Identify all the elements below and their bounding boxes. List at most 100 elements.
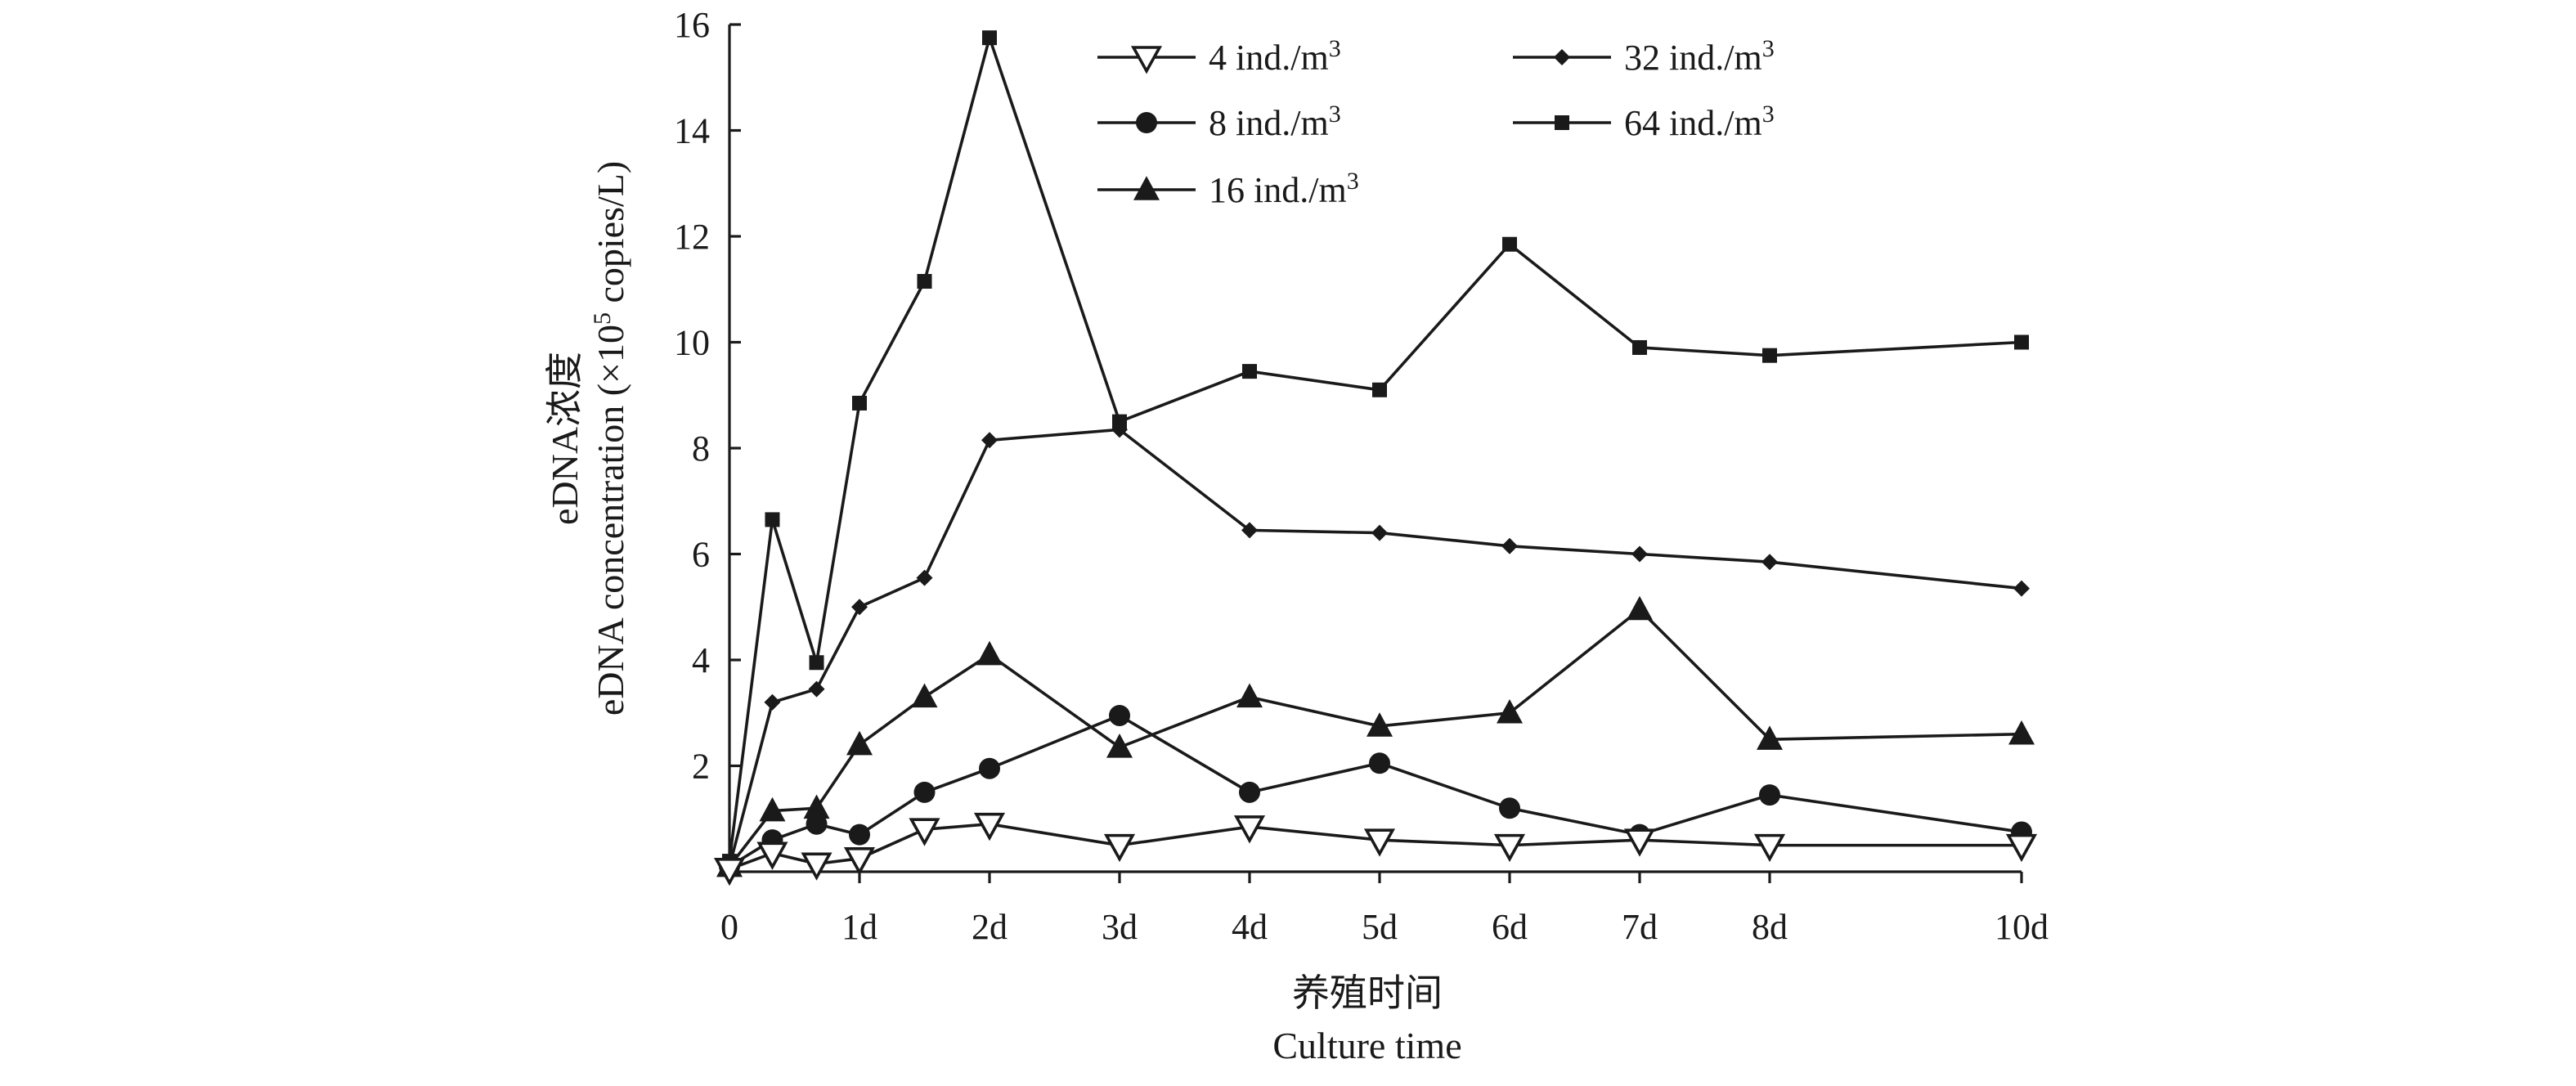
x-tick-label: 2d <box>972 907 1008 947</box>
legend-marker <box>1136 112 1157 133</box>
data-point <box>759 797 786 822</box>
legend: 4 ind./m3 8 ind./m3 16 ind./m3 32 ind./m3 64… <box>1097 35 1775 210</box>
series-4 <box>722 30 2029 869</box>
data-point <box>1493 833 1526 863</box>
data-point <box>1759 784 1780 806</box>
data-point <box>764 693 781 711</box>
data-point <box>2005 833 2038 863</box>
legend-marker <box>1133 176 1160 200</box>
legend-marker <box>1130 46 1163 74</box>
data-point <box>846 730 873 756</box>
data-point <box>981 432 998 449</box>
data-point <box>1242 364 1257 379</box>
data-point <box>809 655 824 671</box>
data-point <box>1236 683 1263 708</box>
data-point <box>851 599 868 616</box>
y-tick-label: 16 <box>674 5 710 45</box>
x-axis-title-en: Culture time <box>1272 1025 1461 1066</box>
legend-item: 8 ind./m3 <box>1097 101 1341 143</box>
series-3 <box>721 421 2030 875</box>
y-tick-label: 6 <box>692 535 710 575</box>
y-axis-title-en-sup: 5 <box>589 312 616 325</box>
data-point <box>1103 833 1136 863</box>
data-point <box>909 818 940 846</box>
data-point <box>913 781 936 803</box>
data-point <box>976 640 1003 666</box>
x-tick-label: 1d <box>841 907 877 947</box>
data-point <box>1627 595 1653 621</box>
x-tick-label: 8d <box>1752 907 1788 947</box>
data-point <box>1106 734 1133 758</box>
data-point <box>1371 524 1388 541</box>
data-point <box>1111 421 1128 438</box>
series-0 <box>713 812 2038 886</box>
y-tick-label: 4 <box>692 640 710 680</box>
data-point <box>843 847 876 876</box>
y-tick-label: 8 <box>692 429 710 469</box>
y-tick-label: 14 <box>674 111 710 151</box>
data-point <box>1241 522 1258 539</box>
data-point <box>1501 537 1518 554</box>
axes: 2 4 6 8 10 12 14 16 0 1d 2d 3d 4d 5d 6d 7d 8d 10d <box>674 5 2049 947</box>
legend-label: 4 ind./m3 <box>1209 35 1341 78</box>
y-axis-title-en-suffix: copies/L) <box>590 161 631 312</box>
data-point <box>1369 752 1390 774</box>
legend-item: 64 ind./m3 <box>1513 101 1775 143</box>
legend-item: 16 ind./m3 <box>1097 168 1359 210</box>
data-point <box>1363 828 1396 857</box>
x-tick-label: 10d <box>1995 907 2049 947</box>
data-point <box>1109 704 1130 726</box>
data-point <box>1753 833 1786 863</box>
data-point <box>1239 781 1260 803</box>
data-point <box>1502 236 1517 252</box>
data-point <box>849 823 870 846</box>
data-point <box>756 841 788 870</box>
data-point <box>1631 545 1648 563</box>
x-tick-label: 4d <box>1232 907 1268 947</box>
x-tick-label: 0 <box>720 907 738 947</box>
series-layer <box>713 30 2038 886</box>
data-point <box>801 852 832 881</box>
data-point <box>982 30 997 46</box>
x-tick-label: 5d <box>1362 907 1398 947</box>
data-point <box>1367 712 1393 737</box>
legend-item: 4 ind./m3 <box>1097 35 1341 78</box>
legend-marker <box>1554 49 1570 65</box>
data-point <box>765 512 780 527</box>
legend-label: 8 ind./m3 <box>1209 101 1341 143</box>
data-point <box>916 569 933 586</box>
data-point <box>973 812 1006 841</box>
legend-label: 16 ind./m3 <box>1209 168 1359 210</box>
data-point <box>808 680 825 698</box>
legend-marker <box>1555 115 1569 130</box>
y-axis-title-en: eDNA concentration (×105 copies/L) <box>589 161 631 716</box>
data-point <box>1372 382 1387 397</box>
data-point <box>1497 698 1523 724</box>
x-tick-label: 7d <box>1622 907 1658 947</box>
y-tick-label: 10 <box>674 323 710 363</box>
x-tick-label: 3d <box>1102 907 1138 947</box>
y-axis-title-cn: eDNA浓度 <box>544 352 586 525</box>
data-point <box>911 683 938 708</box>
data-point <box>979 757 1000 779</box>
data-point <box>803 794 830 819</box>
data-point <box>2014 334 2029 350</box>
data-point <box>2008 720 2035 745</box>
legend-label: 32 ind./m3 <box>1624 35 1775 78</box>
x-axis-title-cn: 养殖时间 <box>1292 972 1443 1014</box>
data-point <box>1499 797 1520 819</box>
data-point <box>1623 828 1656 857</box>
y-tick-label: 12 <box>674 217 710 257</box>
axis-titles: 养殖时间 Culture time eDNA浓度 eDNA concentrat… <box>544 161 1462 1066</box>
data-point <box>1233 815 1266 844</box>
data-point <box>1757 725 1783 750</box>
legend-item: 32 ind./m3 <box>1513 35 1775 78</box>
data-point <box>1762 348 1777 363</box>
data-point <box>1761 554 1778 571</box>
data-point <box>2013 580 2030 597</box>
data-point <box>806 813 828 835</box>
y-tick-label: 2 <box>692 747 710 787</box>
legend-label: 64 ind./m3 <box>1624 101 1775 143</box>
data-point <box>917 274 932 289</box>
